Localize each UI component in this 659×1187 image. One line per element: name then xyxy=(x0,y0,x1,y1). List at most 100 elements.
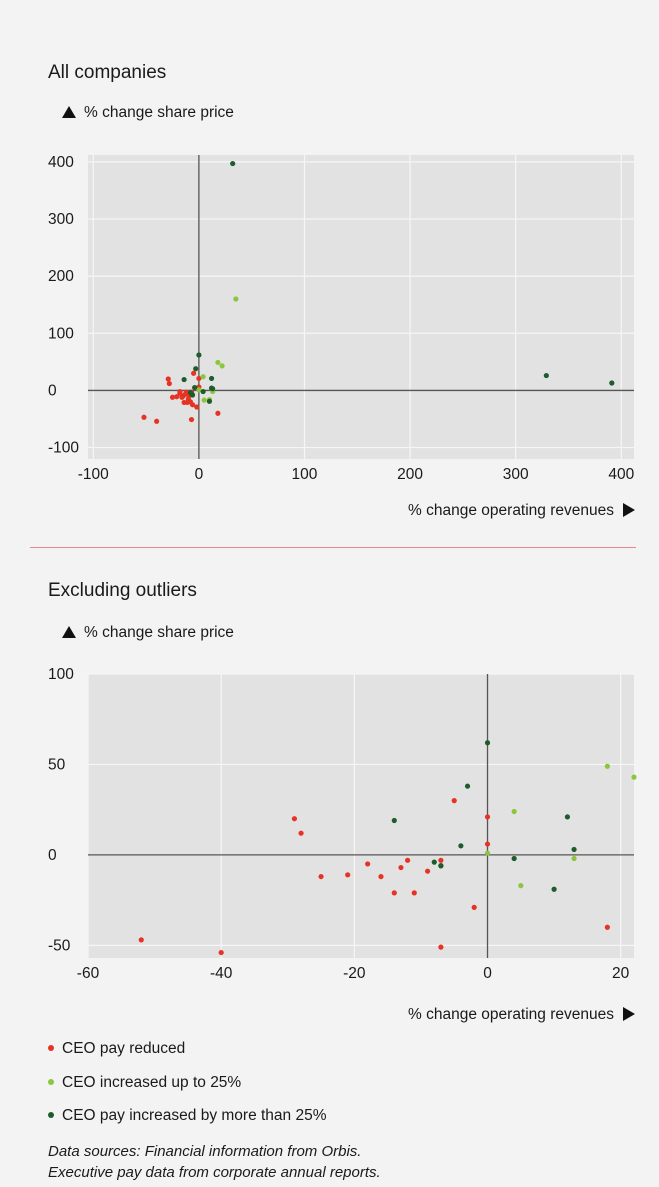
y-tick-label: 0 xyxy=(48,847,57,864)
scatter-point-reduced xyxy=(166,380,172,387)
scatter-point-over25 xyxy=(192,384,198,391)
scatter-point-reduced xyxy=(424,868,431,874)
legend-dot-icon xyxy=(48,1079,54,1085)
scatter-point-reduced xyxy=(218,949,224,956)
scatter-point-reduced xyxy=(215,410,221,416)
x-tick-label: -60 xyxy=(77,965,100,982)
scatter-point-over25 xyxy=(458,843,464,849)
scatter-point-over25 xyxy=(431,859,437,865)
y-tick-label: 200 xyxy=(48,268,74,285)
scatter-point-up25 xyxy=(201,397,207,403)
scatter-point-over25 xyxy=(391,817,397,824)
x-tick-label: -40 xyxy=(210,965,233,982)
y-tick-label: 100 xyxy=(48,325,74,342)
legend-dot-icon xyxy=(48,1045,54,1051)
x-tick-label: 20 xyxy=(612,965,630,982)
data-source-note: Data sources: Financial information from… xyxy=(48,1143,381,1181)
triangle-up-icon xyxy=(62,626,76,638)
plot-area xyxy=(88,674,634,958)
scatter-point-reduced xyxy=(365,861,371,867)
scatter-point-up25 xyxy=(604,763,610,769)
chart1-plot: -100 0 100 200 300 400 -100 0 100 200 300 400 xyxy=(48,154,635,483)
scatter-point-up25 xyxy=(518,883,524,889)
chart2-y-axis-label: % change share price xyxy=(62,624,234,642)
triangle-right-icon xyxy=(623,1007,635,1021)
x-tick-label: 100 xyxy=(292,466,318,483)
scatter-point-reduced xyxy=(196,375,202,382)
plot-area xyxy=(88,155,634,459)
scatter-point-reduced xyxy=(451,798,457,804)
scatter-point-over25 xyxy=(464,783,471,789)
x-tick-label: 200 xyxy=(397,466,423,483)
y-tick-label: 300 xyxy=(48,211,74,228)
triangle-up-icon xyxy=(62,106,76,118)
scatter-point-reduced xyxy=(604,924,610,930)
scatter-point-over25 xyxy=(438,863,444,869)
scatter-point-over25 xyxy=(208,385,215,391)
scatter-point-over25 xyxy=(189,392,196,398)
scatter-point-reduced xyxy=(189,402,196,408)
y-tick-label: 0 xyxy=(48,382,57,399)
chart2-title: Excluding outliers xyxy=(48,580,197,601)
scatter-point-reduced xyxy=(391,890,397,896)
scatter-point-reduced xyxy=(154,418,160,424)
scatter-point-up25 xyxy=(215,359,221,366)
scatter-point-over25 xyxy=(208,375,215,382)
x-tick-label: 300 xyxy=(503,466,529,483)
y-tick-label: 50 xyxy=(48,756,66,773)
scatter-point-up25 xyxy=(219,363,225,369)
scatter-point-reduced xyxy=(291,816,298,822)
scatter-point-up25 xyxy=(233,296,239,302)
scatter-point-reduced xyxy=(378,873,384,880)
y-tick-label: -50 xyxy=(48,937,71,954)
scatter-point-up25 xyxy=(200,374,206,380)
scatter-point-reduced xyxy=(345,872,351,878)
scatter-point-reduced xyxy=(398,864,404,871)
legend-item-up25: CEO increased up to 25% xyxy=(48,1074,241,1092)
scatter-point-reduced xyxy=(141,414,147,420)
scatter-point-over25 xyxy=(551,886,557,892)
scatter-point-reduced xyxy=(138,937,144,943)
scatter-point-up25 xyxy=(571,855,577,862)
scatter-point-up25 xyxy=(631,774,637,780)
scatter-point-reduced xyxy=(188,416,195,423)
scatter-point-reduced xyxy=(318,873,324,880)
scatter-point-reduced xyxy=(411,890,417,896)
chart1-x-axis-label: % change operating revenues xyxy=(408,502,635,520)
scatter-point-reduced xyxy=(174,394,180,400)
scatter-point-reduced xyxy=(177,388,183,395)
scatter-point-over25 xyxy=(181,376,187,383)
scatter-point-over25 xyxy=(193,366,199,372)
scatter-point-reduced xyxy=(165,376,171,382)
scatter-point-up25 xyxy=(196,387,202,393)
scatter-point-over25 xyxy=(200,388,206,395)
scatter-point-over25 xyxy=(543,372,549,379)
scatter-point-reduced xyxy=(438,857,444,863)
chart2-x-axis-label: % change operating revenues xyxy=(408,1006,635,1024)
scatter-point-over25 xyxy=(511,855,517,862)
y-tick-label: -100 xyxy=(48,440,79,457)
legend-item-over25: CEO pay increased by more than 25% xyxy=(48,1107,327,1125)
scatter-point-reduced xyxy=(191,370,197,376)
scatter-point-reduced xyxy=(438,944,444,950)
scatter-point-reduced xyxy=(298,830,304,836)
section-divider xyxy=(30,547,636,548)
scatter-point-reduced xyxy=(405,857,411,863)
y-tick-label: 100 xyxy=(48,666,74,683)
scatter-point-reduced xyxy=(169,394,176,400)
scatter-point-reduced xyxy=(180,393,186,399)
chart1-title: All companies xyxy=(48,62,167,83)
scatter-point-reduced xyxy=(194,404,200,410)
x-tick-label: 400 xyxy=(608,466,634,483)
scatter-point-over25 xyxy=(609,380,615,386)
x-tick-label: -100 xyxy=(78,466,109,483)
scatter-point-over25 xyxy=(484,740,491,746)
scatter-point-reduced xyxy=(484,841,491,847)
scatter-point-up25 xyxy=(484,850,491,856)
scatter-point-over25 xyxy=(230,160,236,167)
scatter-point-over25 xyxy=(206,398,213,404)
chart2-plot: -60 -40 -20 0 20 -50 0 50 100 xyxy=(48,666,637,982)
triangle-right-icon xyxy=(623,503,635,517)
scatter-point-reduced xyxy=(484,814,491,820)
scatter-point-over25 xyxy=(564,814,571,820)
